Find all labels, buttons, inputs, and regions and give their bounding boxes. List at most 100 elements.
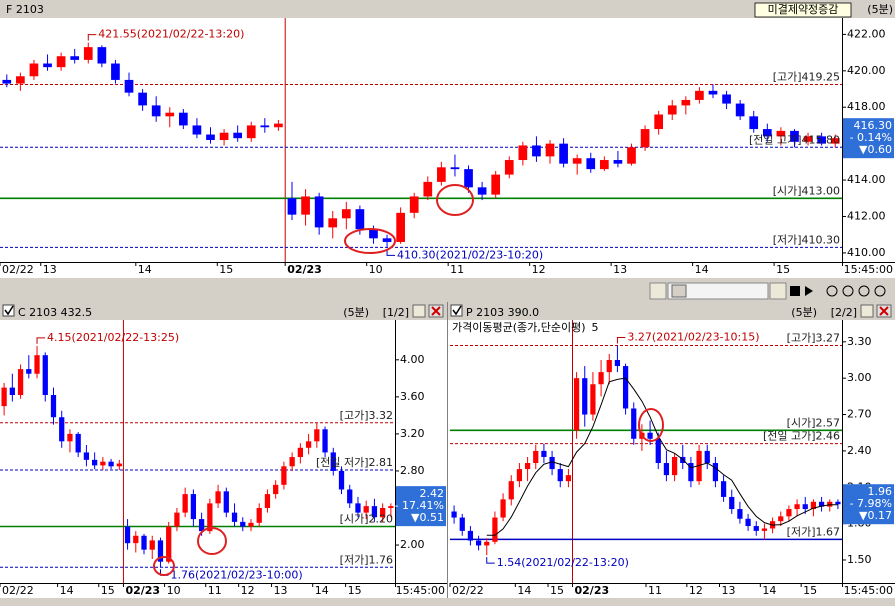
x-tick-label: 14 [762,584,776,597]
candle-body [762,129,772,137]
last-change-value: ▼0.17 [859,509,892,522]
x-tick-label: 13 [274,584,288,597]
candle-body [198,519,205,532]
scroll-thumb[interactable] [671,284,687,298]
scroll-track[interactable] [667,282,769,300]
candle-body [355,209,365,230]
candle-body [516,469,523,482]
candle-body [459,517,465,531]
candle-body [83,452,90,460]
candle-body [753,526,759,531]
candle-body [56,56,66,68]
candle-body [190,494,197,520]
stop-button[interactable] [790,286,800,296]
candle-body [491,174,501,195]
candle-body [240,521,246,527]
x-tick-label: 13 [722,584,736,597]
candle-body [786,509,792,517]
annotation-label: 1.54(2021/02/22-13:20) [497,556,629,569]
x-tick-label: 15 [550,584,564,597]
candle-body [475,540,482,546]
candle-body [192,125,202,135]
x-tick-label: 14 [60,584,74,597]
candle-body [29,63,39,77]
circle-drawing [436,184,474,216]
x-tick-label: 10 [369,263,383,276]
candle-body [667,105,677,115]
circle-drawing [638,408,664,442]
y-tick-label: 3.20 [400,427,425,440]
scroll-left[interactable] [649,282,667,300]
ma-label: 가격이동평균(종가,단순이평) [452,321,586,334]
candle-body [477,187,487,195]
candle-body [246,125,256,139]
candle-body [484,541,490,546]
candle-body [92,459,98,466]
candle-body [451,511,457,518]
candle-body [207,503,213,532]
x-end-label: 15:45:00 [844,584,893,597]
last-price-box [843,484,894,525]
candle-body [371,506,378,518]
candle-body [745,518,751,527]
candle-body [613,160,623,164]
candle-body [533,450,539,464]
last-change: - 7.98% [850,497,892,510]
panel-button[interactable] [860,304,874,318]
y-tick-label: 3.00 [847,371,872,384]
title-bar [0,0,895,18]
candle-body [835,501,841,505]
candle-body [586,158,596,170]
candle-body [622,366,629,409]
candle-body [614,359,621,367]
y-tick-label: 410.00 [847,246,886,259]
annotation-label: 1.76(2021/02/23-10:00) [170,568,302,581]
zoom-in[interactable] [826,285,838,297]
title-bar [0,302,447,320]
candle-body [818,501,825,507]
candle-body [776,130,786,137]
checkbox[interactable] [2,304,15,317]
candle-body [598,372,604,385]
oi-button[interactable] [754,2,852,18]
y-tick-label: 414.00 [847,173,886,186]
candle-body [133,535,139,544]
close-icon [431,306,441,316]
zoom-fit[interactable] [874,285,886,297]
candle-body [178,112,188,126]
candle-body [712,463,719,482]
candle-body [215,491,221,504]
candle-body [70,56,80,60]
candle-body [382,238,392,242]
x-tick-label: 14 [315,584,329,597]
scroll-right[interactable] [769,282,787,300]
candle-body [573,378,580,431]
last-price: 416.30 [854,119,893,132]
candle-body [108,461,114,467]
ref-label: [고가]419.25 [773,70,840,83]
candle-body [450,167,460,170]
y-tick-label: 2.70 [847,408,872,421]
panel-button[interactable] [412,304,426,318]
candle-body [59,417,65,442]
candle-body [289,457,295,467]
x-tick-label: 02/22 [452,584,484,597]
checkbox[interactable] [450,304,463,317]
ref-label: [저가]410.30 [773,233,840,246]
candle-body [830,138,840,144]
y-tick-label: 2.40 [847,444,872,457]
candle-body [42,355,48,396]
candle-body [790,130,799,142]
candle-body [810,501,817,510]
candle-body [631,408,637,439]
x-tick-label: 13 [613,263,627,276]
zoom-out[interactable] [842,285,854,297]
candle-body [500,499,506,518]
zoom-reset[interactable] [858,285,870,297]
circle-drawing [197,527,227,555]
play-button[interactable] [805,286,813,296]
x-tick-label: 02/22 [2,584,34,597]
candle-body [314,429,320,442]
x-tick-label: 12 [241,584,255,597]
